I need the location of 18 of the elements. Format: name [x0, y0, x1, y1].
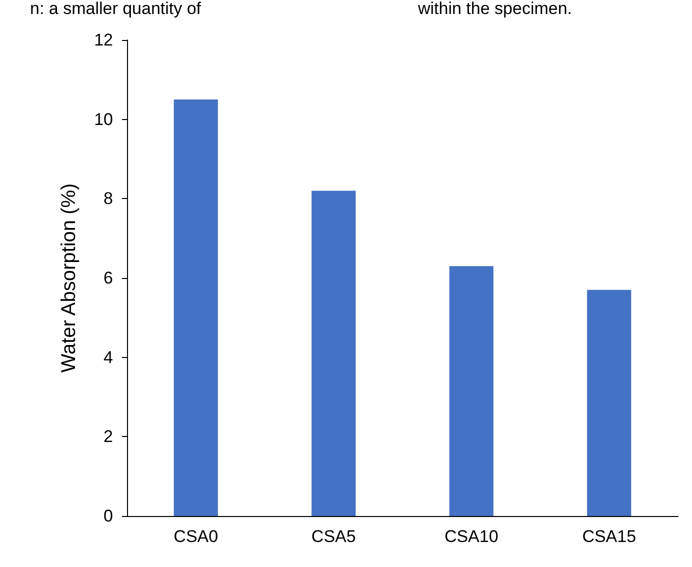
y-tick-label: 10: [94, 110, 113, 129]
y-tick-label: 6: [104, 268, 113, 288]
y-tick-label: 12: [94, 30, 113, 50]
y-tick-label: 8: [104, 189, 113, 208]
x-tick-label: CSA15: [582, 527, 636, 546]
y-tick-label: 4: [104, 348, 113, 367]
y-tick-label: 2: [104, 427, 113, 446]
y-tick-label: 0: [104, 506, 113, 526]
bar: [312, 190, 356, 516]
bar: [174, 100, 218, 516]
x-tick-label: CSA10: [444, 527, 498, 546]
x-tick-label: CSA0: [174, 527, 218, 546]
x-tick-label: CSA5: [311, 527, 356, 546]
bar: [449, 266, 494, 516]
text: within the specimen.: [417, 0, 572, 18]
text: n: a smaller quantity of: [30, 0, 202, 18]
bar: [587, 290, 632, 516]
y-axis-title: Water Absorption (%): [58, 183, 80, 373]
